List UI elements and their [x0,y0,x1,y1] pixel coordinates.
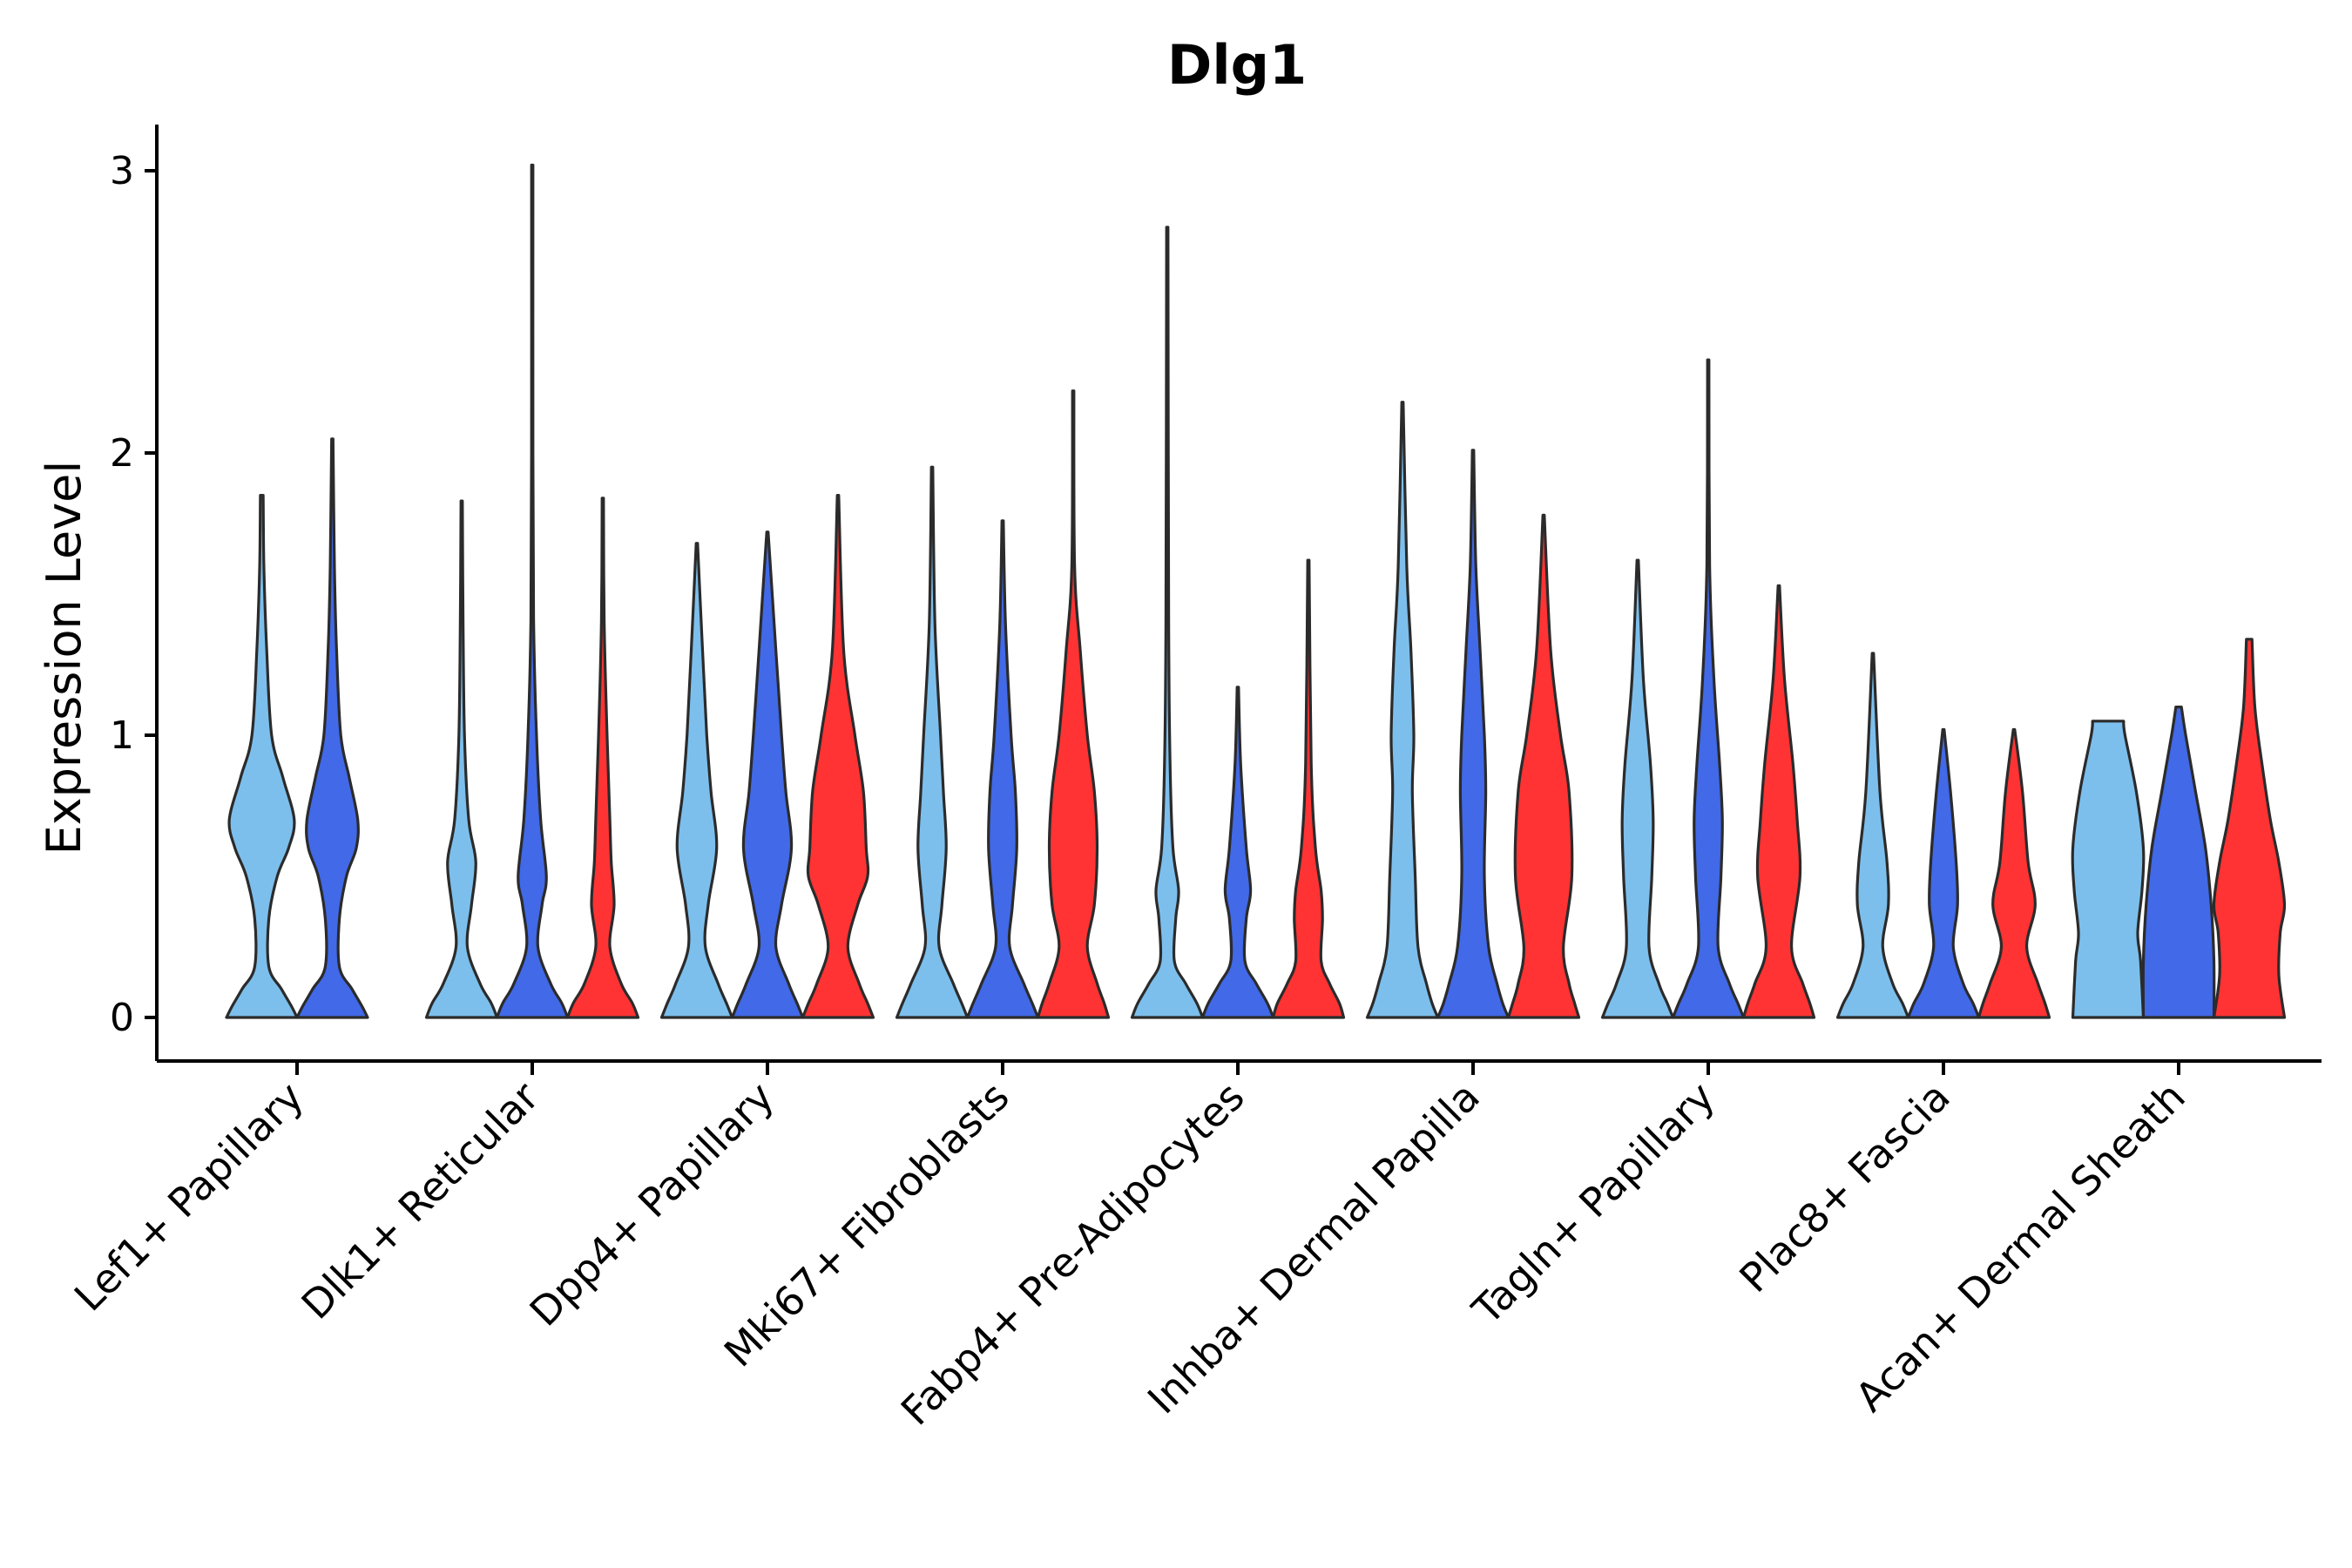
x-tick-label: Tagln+ Papillary [1463,1073,1724,1335]
violin-mki67-fibroblasts-2 [1036,389,1111,1019]
violin-plac8-fascia-1 [1906,727,1981,1019]
violin-tagln-papillary-0 [1600,558,1675,1019]
violin-tagln-papillary-1 [1671,358,1746,1019]
y-tick-label: 0 [110,996,134,1040]
y-ticks: 0 1 2 3 [110,149,157,1040]
violin-acan-dermal-sheath-1 [2141,706,2216,1019]
violin-dlk1-reticular-1 [495,163,570,1019]
violin-lef1-papillary-1 [295,437,369,1019]
x-tick-label: Dpp4+ Papillary [521,1073,783,1335]
y-tick-label: 3 [110,149,134,193]
y-axis-label: Expression Level [37,461,91,855]
violin-dlk1-reticular-2 [565,497,640,1019]
x-tick-label: Dlk1+ Reticular [293,1073,548,1328]
violin-lef1-papillary-0 [225,494,299,1019]
violin-inhba-dermal-papilla-1 [1436,449,1511,1019]
x-tick-label: Lef1+ Papillary [65,1073,313,1321]
y-tick-label: 2 [110,431,134,476]
violin-tagln-papillary-2 [1741,584,1816,1019]
y-tick-label: 1 [110,713,134,758]
violin-mki67-fibroblasts-0 [895,465,970,1019]
violin-inhba-dermal-papilla-2 [1506,513,1581,1019]
violin-plac8-fascia-0 [1835,652,1910,1019]
violin-mki67-fibroblasts-1 [965,519,1040,1019]
violin-acan-dermal-sheath-0 [2071,720,2146,1019]
violin-layer [225,163,2287,1019]
violin-dpp4-papillary-0 [659,542,734,1019]
violin-fabp4-pre-adipocytes-2 [1271,558,1346,1019]
violin-fabp4-pre-adipocytes-1 [1200,686,1275,1019]
violin-dpp4-papillary-2 [801,494,875,1019]
violin-acan-dermal-sheath-2 [2212,638,2287,1019]
violin-dpp4-papillary-1 [730,531,805,1019]
violin-fabp4-pre-adipocytes-0 [1130,226,1205,1019]
x-tick-label: Plac8+ Fascia [1730,1073,1958,1301]
chart-title: Dlg1 [1167,33,1307,97]
violin-plac8-fascia-2 [1977,727,2051,1019]
violin-inhba-dermal-papilla-0 [1365,401,1440,1019]
violin-dlk1-reticular-0 [424,499,499,1019]
